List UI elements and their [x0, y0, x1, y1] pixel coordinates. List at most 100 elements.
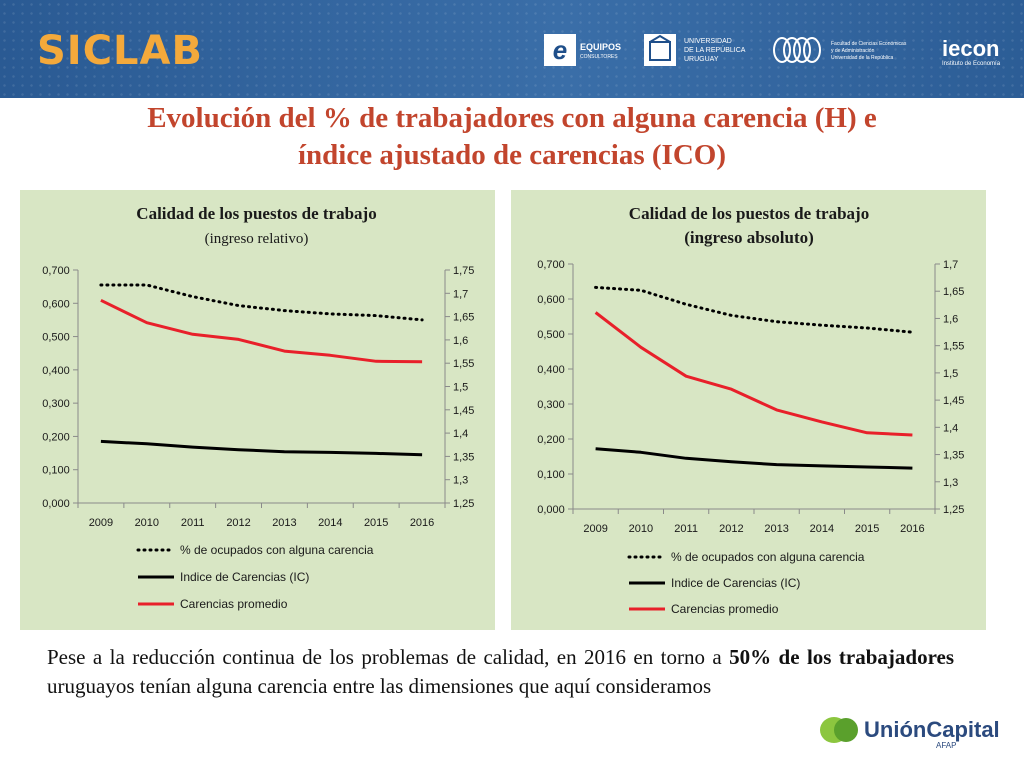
y-left-tick-label: 0,300	[42, 398, 70, 410]
brand-logo-siclab: SICLAB	[37, 28, 203, 74]
y-right-tick-label: 1,75	[453, 265, 474, 277]
chart-panel-absolute-income: Calidad de los puestos de trabajo (ingres…	[511, 190, 986, 630]
x-tick-label: 2014	[318, 517, 342, 529]
chart-subtitle: (ingreso relativo)	[205, 231, 309, 247]
y-right-tick-label: 1,65	[453, 312, 474, 324]
y-right-tick-label: 1,4	[453, 428, 468, 440]
x-tick-label: 2011	[674, 523, 698, 535]
series-line-indice-carencias	[595, 447, 913, 470]
y-left-tick-label: 0,600	[42, 298, 70, 310]
legend-label: Indice de Carencias (IC)	[671, 576, 800, 590]
line-chart-relative-income: Calidad de los puestos de trabajo (ingres…	[42, 204, 474, 611]
partner-logos: e EQUIPOS CONSULTORES UNIVERSIDAD DE LA …	[544, 34, 1001, 67]
fcea-text-2: y de Administración	[831, 48, 875, 54]
fcea-text-1: Facultad de Ciencias Económicas	[831, 41, 907, 47]
y-left-tick-label: 0,000	[537, 504, 565, 516]
x-tick-label: 2013	[764, 523, 788, 535]
y-right-tick-label: 1,45	[943, 395, 964, 407]
y-right-tick-label: 1,35	[453, 451, 474, 463]
y-left-tick-label: 0,600	[537, 294, 565, 306]
summary-paragraph: Pese a la reducción continua de los prob…	[47, 643, 954, 701]
slide-title-line-1: Evolución del % de trabajadores con algu…	[147, 102, 877, 134]
y-right-tick-label: 1,55	[943, 341, 964, 353]
y-left-tick-label: 0,500	[537, 329, 565, 341]
y-right-tick-label: 1,25	[943, 504, 964, 516]
summary-text-bold: 50% de los trabajadores	[729, 645, 955, 669]
equipos-glyph: e	[553, 35, 567, 65]
x-tick-label: 2010	[135, 517, 159, 529]
x-tick-label: 2014	[810, 523, 834, 535]
legend-label: % de ocupados con alguna carencia	[180, 543, 374, 557]
legend-label: Indice de Carencias (IC)	[180, 570, 309, 584]
x-tick-label: 2012	[719, 523, 743, 535]
y-right-tick-label: 1,5	[943, 368, 958, 380]
equipos-text: EQUIPOS	[580, 42, 621, 52]
slide-title: Evolución del % de trabajadores con algu…	[60, 100, 964, 174]
union-capital-sub: AFAP	[936, 741, 956, 750]
series-line-carencias-promedio	[100, 298, 423, 364]
equipos-sub-text: CONSULTORES	[580, 54, 618, 60]
y-left-tick-label: 0,100	[42, 465, 70, 477]
x-tick-label: 2012	[226, 517, 250, 529]
y-left-tick-label: 0,400	[42, 365, 70, 377]
x-tick-label: 2011	[181, 517, 205, 529]
legend-label: Carencias promedio	[180, 597, 288, 611]
y-right-tick-label: 1,55	[453, 358, 474, 370]
legend-label: % de ocupados con alguna carencia	[671, 550, 865, 564]
y-right-tick-label: 1,65	[943, 286, 964, 298]
iecon-text: iecon	[942, 36, 999, 61]
iecon-sub-text: Instituto de Economía	[942, 61, 1001, 67]
y-right-tick-label: 1,5	[453, 382, 468, 394]
y-right-tick-label: 1,6	[943, 313, 958, 325]
series-line-pct-ocupados	[594, 285, 914, 334]
y-right-tick-label: 1,35	[943, 450, 964, 462]
legend-label: Carencias promedio	[671, 602, 779, 616]
y-right-tick-label: 1,4	[943, 422, 958, 434]
y-left-tick-label: 0,500	[42, 332, 70, 344]
y-right-tick-label: 1,6	[453, 335, 468, 347]
union-capital-logo: UniónCapital AFAP	[820, 717, 1000, 750]
y-left-tick-label: 0,000	[42, 498, 70, 510]
y-left-tick-label: 0,700	[42, 265, 70, 277]
y-left-tick-label: 0,200	[42, 431, 70, 443]
y-right-tick-label: 1,7	[943, 259, 958, 271]
line-chart-absolute-income: Calidad de los puestos de trabajo (ingres…	[537, 204, 964, 616]
y-right-tick-label: 1,3	[943, 477, 958, 489]
udelar-text-3: URUGUAY	[684, 56, 719, 63]
iecon-logo: iecon Instituto de Economía	[942, 36, 1001, 67]
x-tick-label: 2009	[583, 523, 607, 535]
x-tick-label: 2016	[900, 523, 924, 535]
header-banner: SICLAB e EQUIPOS CONSULTORES UNIVERSIDAD…	[0, 0, 1024, 98]
series-line-indice-carencias	[100, 439, 423, 457]
udelar-logo: UNIVERSIDAD DE LA REPÚBLICA URUGUAY	[644, 34, 746, 66]
chart-title: Calidad de los puestos de trabajo	[136, 204, 376, 223]
chart-title: Calidad de los puestos de trabajo	[629, 204, 869, 223]
union-capital-leaf-icon-2	[834, 718, 858, 742]
y-left-tick-label: 0,400	[537, 364, 565, 376]
chart-panel-relative-income: Calidad de los puestos de trabajo (ingres…	[20, 190, 495, 630]
y-right-tick-label: 1,3	[453, 475, 468, 487]
x-tick-label: 2009	[89, 517, 113, 529]
series-line-pct-ocupados	[99, 283, 424, 322]
udelar-text-2: DE LA REPÚBLICA	[684, 45, 746, 54]
y-right-tick-label: 1,25	[453, 498, 474, 510]
x-tick-label: 2010	[629, 523, 653, 535]
fcea-logo: Facultad de Ciencias Económicas y de Adm…	[773, 37, 907, 63]
y-left-tick-label: 0,100	[537, 469, 565, 481]
x-tick-label: 2015	[364, 517, 388, 529]
x-tick-label: 2013	[272, 517, 296, 529]
y-left-tick-label: 0,300	[537, 399, 565, 411]
summary-text-part-1: Pese a la reducción continua de los prob…	[47, 645, 730, 669]
x-tick-label: 2015	[855, 523, 879, 535]
y-right-tick-label: 1,45	[453, 405, 474, 417]
fcea-text-3: Universidad de la República	[831, 55, 893, 61]
y-left-tick-label: 0,200	[537, 434, 565, 446]
y-right-tick-label: 1,7	[453, 288, 468, 300]
union-capital-text: UniónCapital	[864, 717, 1000, 742]
chart-subtitle: (ingreso absoluto)	[684, 228, 814, 247]
summary-text-part-2: uruguayos tenían alguna carencia entre l…	[47, 674, 712, 698]
series-line-carencias-promedio	[594, 311, 913, 437]
equipos-consultores-logo: e EQUIPOS CONSULTORES	[544, 34, 621, 66]
y-left-tick-label: 0,700	[537, 259, 565, 271]
slide-title-line-2: índice ajustado de carencias (ICO)	[297, 139, 726, 171]
